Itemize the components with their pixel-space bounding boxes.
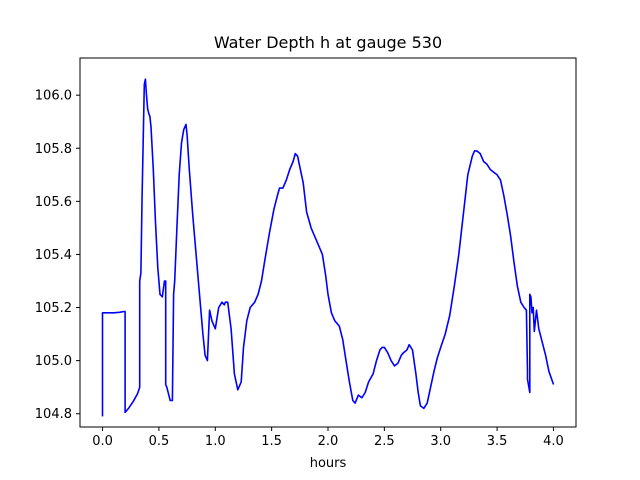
x-tick-label: 1.0 — [205, 434, 226, 449]
x-tick-label: 3.5 — [487, 434, 508, 449]
plot-area — [101, 78, 555, 417]
x-tick-label: 4.0 — [543, 434, 564, 449]
x-tick-label: 0.0 — [92, 434, 113, 449]
y-tick-label: 104.8 — [35, 407, 72, 422]
chart-title: Water Depth h at gauge 530 — [214, 33, 442, 52]
x-axis-label: hours — [310, 456, 347, 471]
y-tick-label: 105.4 — [35, 248, 72, 263]
x-tick-label: 2.5 — [374, 434, 395, 449]
x-tick-label: 0.5 — [149, 434, 170, 449]
y-tick-label: 105.2 — [35, 301, 72, 316]
plot-frame — [79, 57, 577, 428]
x-tick-label: 2.0 — [318, 434, 339, 449]
series-line-0 — [101, 78, 555, 417]
x-tick-label: 1.5 — [261, 434, 282, 449]
x-tick-label: 3.0 — [430, 434, 451, 449]
y-tick-label: 105.6 — [35, 195, 72, 210]
y-tick-label: 106.0 — [35, 89, 72, 104]
y-tick-label: 105.8 — [35, 142, 72, 157]
axis-ticks: 0.0 0.5 1.0 1.5 2.0 2.5 3.0 3.5 4.0 104.8 105.0 105… — [35, 89, 564, 449]
y-tick-label: 105.0 — [35, 354, 72, 369]
